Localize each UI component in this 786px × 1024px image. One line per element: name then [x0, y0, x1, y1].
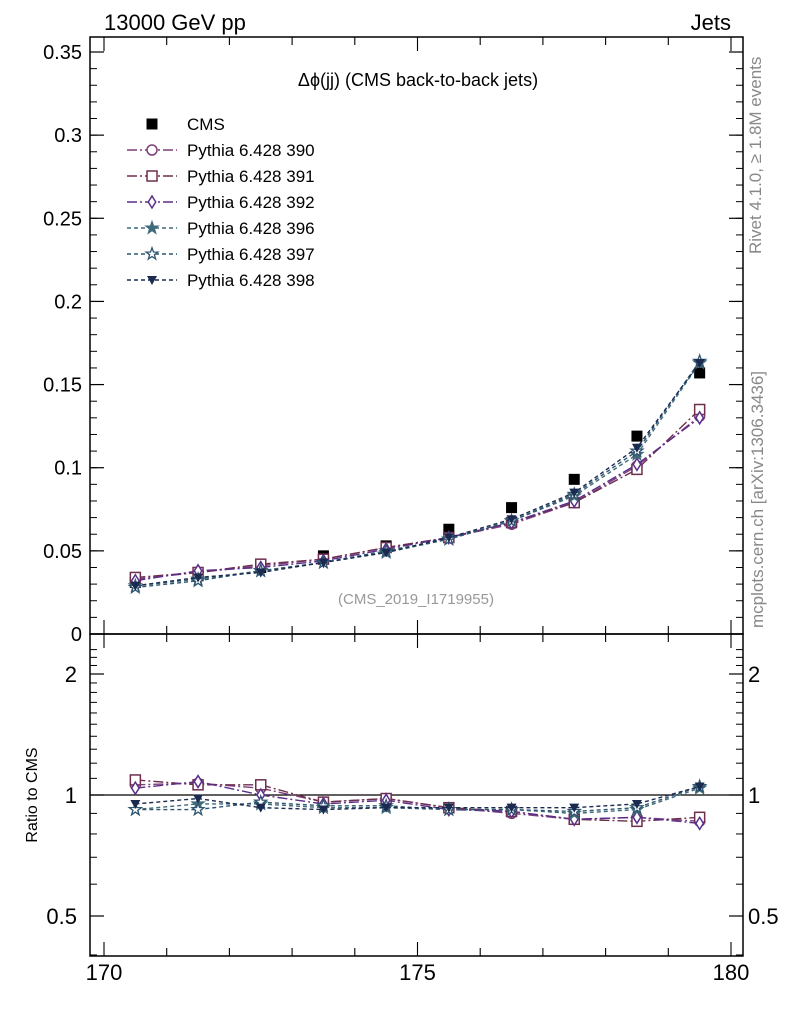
ratio-ytick-label-right: 0.5 — [748, 904, 779, 929]
main-ytick-label: 0.25 — [43, 208, 82, 230]
ratio-data-point — [381, 803, 392, 813]
ratio-panel: 0.5 0.5 1 1 2 2 170 175 180 Ratio to CMS — [24, 633, 779, 985]
legend-marker — [146, 170, 158, 182]
legend-marker — [147, 194, 157, 210]
data-point — [569, 488, 580, 498]
ratio-ytick-label-right: 2 — [748, 662, 760, 687]
ratio-series-line — [135, 780, 700, 825]
ratio-data-point — [631, 799, 642, 809]
ratio-ylabel: Ratio to CMS — [24, 747, 41, 842]
main-panel: 0 0.05 0.1 0.15 0.2 0.25 0.3 0.35 Δϕ(jj) (CMS b… — [43, 36, 744, 646]
data-point — [695, 410, 705, 426]
energy-label: 13000 GeV pp — [104, 10, 246, 35]
ratio-ytick-label: 2 — [65, 662, 77, 687]
legend-label: Pythia 6.428 397 — [187, 245, 315, 264]
ratio-ytick-label-right: 1 — [748, 783, 760, 808]
legend-marker — [144, 219, 160, 235]
series-line — [135, 362, 701, 587]
series-line — [135, 415, 701, 580]
legend-label: Pythia 6.428 391 — [187, 167, 315, 186]
data-point — [255, 568, 266, 578]
series-line — [135, 417, 701, 582]
xtick-label: 180 — [713, 960, 750, 985]
data-point — [506, 502, 518, 514]
ratio-data-point — [506, 803, 517, 813]
ratio-data-point — [569, 803, 580, 813]
data-point — [381, 548, 392, 558]
series-cms — [129, 367, 706, 588]
data-point — [632, 456, 642, 472]
plot-title: Δϕ(jj) (CMS back-to-back jets) — [298, 70, 538, 90]
ratio-data-point — [127, 801, 144, 817]
ratio-data-point — [255, 803, 266, 813]
series-pythia-6-428-397 — [127, 353, 708, 595]
data-point — [318, 558, 329, 568]
ratio-data-point — [318, 805, 329, 815]
series-pythia-6-428-391 — [129, 403, 706, 584]
ratio-data-point — [130, 799, 141, 809]
data-point — [694, 367, 706, 379]
legend-label: Pythia 6.428 392 — [187, 193, 315, 212]
legend-label: CMS — [187, 115, 225, 134]
main-ytick-label: 0.2 — [54, 291, 82, 313]
main-ytick-label: 0.35 — [43, 42, 82, 64]
main-ytick-label: 0.3 — [54, 125, 82, 147]
main-ytick-label: 0.1 — [54, 458, 82, 480]
ratio-series-pythia-6-428-396 — [127, 779, 708, 821]
ratio-series-pythia-6-428-391 — [129, 774, 706, 828]
legend: CMS Pythia 6.428 390 Pythia 6.428 391 Pythi… — [127, 115, 315, 290]
legend-label: Pythia 6.428 390 — [187, 141, 315, 160]
ratio-data-point — [130, 780, 140, 796]
ratio-data-point — [632, 809, 642, 825]
process-label: Jets — [691, 10, 731, 35]
mcplots-label: mcplots.cern.ch [arXiv:1306.3436] — [748, 371, 767, 628]
ratio-data-point — [694, 782, 705, 792]
main-ytick-label: 0 — [71, 624, 82, 646]
data-point — [193, 573, 204, 583]
main-ytick-label: 0.05 — [43, 541, 82, 563]
data-point — [631, 430, 643, 442]
data-point — [694, 358, 705, 368]
ratio-ytick-label: 0.5 — [46, 904, 77, 929]
series-pythia-6-428-392 — [130, 410, 705, 589]
series-line — [135, 360, 701, 589]
data-point — [506, 515, 517, 525]
legend-label: Pythia 6.428 398 — [187, 271, 315, 290]
ratio-series-line — [135, 787, 700, 815]
series-line — [135, 409, 701, 579]
legend-marker — [144, 245, 160, 261]
ratio-data-point — [190, 801, 206, 817]
xtick-label: 170 — [86, 960, 123, 985]
ratio-data-point — [695, 815, 705, 831]
series-pythia-6-428-390 — [129, 410, 706, 585]
data-point — [443, 533, 454, 543]
legend-marker — [146, 118, 158, 130]
xtick-label: 175 — [399, 960, 436, 985]
rivet-version-label: Rivet 4.1.0, ≥ 1.8M events — [746, 57, 765, 254]
legend-label: Pythia 6.428 396 — [187, 219, 315, 238]
ratio-series-line — [135, 785, 700, 811]
analysis-tag: (CMS_2019_I1719955) — [338, 591, 494, 608]
series-pythia-6-428-398 — [130, 358, 705, 591]
ratio-data-point — [193, 794, 204, 804]
series-line — [135, 362, 701, 587]
ratio-series-line — [135, 779, 700, 823]
data-point — [568, 473, 580, 485]
ratio-data-point — [193, 774, 203, 789]
data-point — [631, 443, 642, 453]
ratio-data-point — [443, 803, 454, 813]
series-pythia-6-428-396 — [127, 354, 708, 593]
legend-marker — [146, 144, 158, 156]
main-ytick-label: 0.15 — [43, 375, 82, 397]
ratio-ytick-label: 1 — [65, 783, 77, 808]
data-point — [443, 523, 455, 535]
ratio-series-pythia-6-428-398 — [130, 782, 705, 815]
legend-marker — [147, 276, 157, 285]
data-point — [130, 581, 141, 591]
